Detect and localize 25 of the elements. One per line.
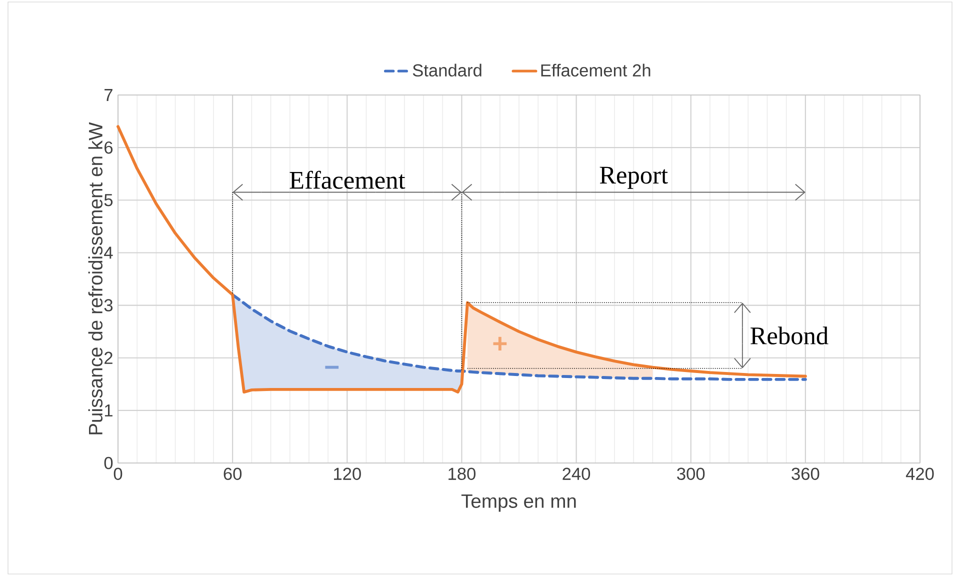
annotation: +	[493, 336, 507, 350]
x-tick-label: 300	[677, 468, 705, 480]
annotation: Rebond	[750, 326, 828, 344]
y-tick-label: 2	[104, 352, 112, 364]
legend-label: Effacement 2h	[541, 64, 650, 77]
y-tick-label: 4	[104, 246, 113, 259]
y-tick-label: 6	[104, 141, 113, 154]
x-tick-label: 180	[448, 468, 476, 480]
y-tick-label: 7	[104, 89, 112, 101]
x-tick-label: 420	[906, 468, 934, 480]
y-tick-label: 5	[104, 194, 113, 206]
x-tick-label: 60	[224, 468, 242, 480]
x-tick-label: 240	[562, 468, 590, 480]
y-axis-title: Puissance de refroidissement en kW	[88, 122, 102, 434]
legend-label: Standard	[412, 64, 482, 77]
annotation: Report	[600, 166, 668, 189]
x-tick-label: 120	[334, 468, 361, 480]
x-tick-label: 0	[114, 468, 122, 480]
y-tick-label: 3	[104, 299, 113, 312]
y-tick-label: 1	[104, 404, 112, 416]
annotation: Effacement	[290, 170, 406, 189]
annotation: −	[325, 366, 339, 369]
x-axis-title: Temps en mn	[461, 494, 576, 512]
x-tick-label: 360	[792, 468, 820, 480]
y-tick-label: 0	[104, 456, 113, 470]
